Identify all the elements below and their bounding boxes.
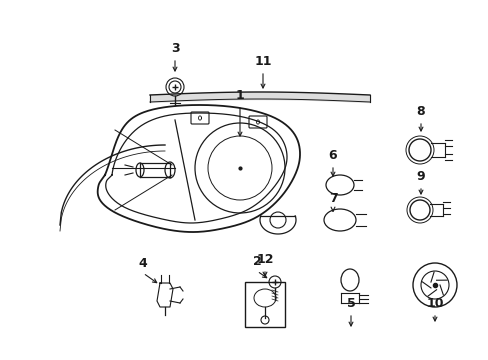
Text: 11: 11: [254, 55, 271, 68]
Text: 6: 6: [328, 149, 337, 162]
Text: 4: 4: [138, 257, 147, 270]
Text: 9: 9: [416, 170, 425, 183]
Text: 3: 3: [170, 42, 179, 55]
Bar: [244, 282, 285, 327]
Text: 5: 5: [346, 297, 355, 310]
Text: 2: 2: [252, 255, 261, 268]
Text: 8: 8: [416, 105, 425, 118]
Text: 1: 1: [235, 89, 244, 102]
Text: 10: 10: [426, 297, 443, 310]
Text: 12: 12: [256, 253, 273, 266]
Text: 7: 7: [328, 192, 337, 205]
